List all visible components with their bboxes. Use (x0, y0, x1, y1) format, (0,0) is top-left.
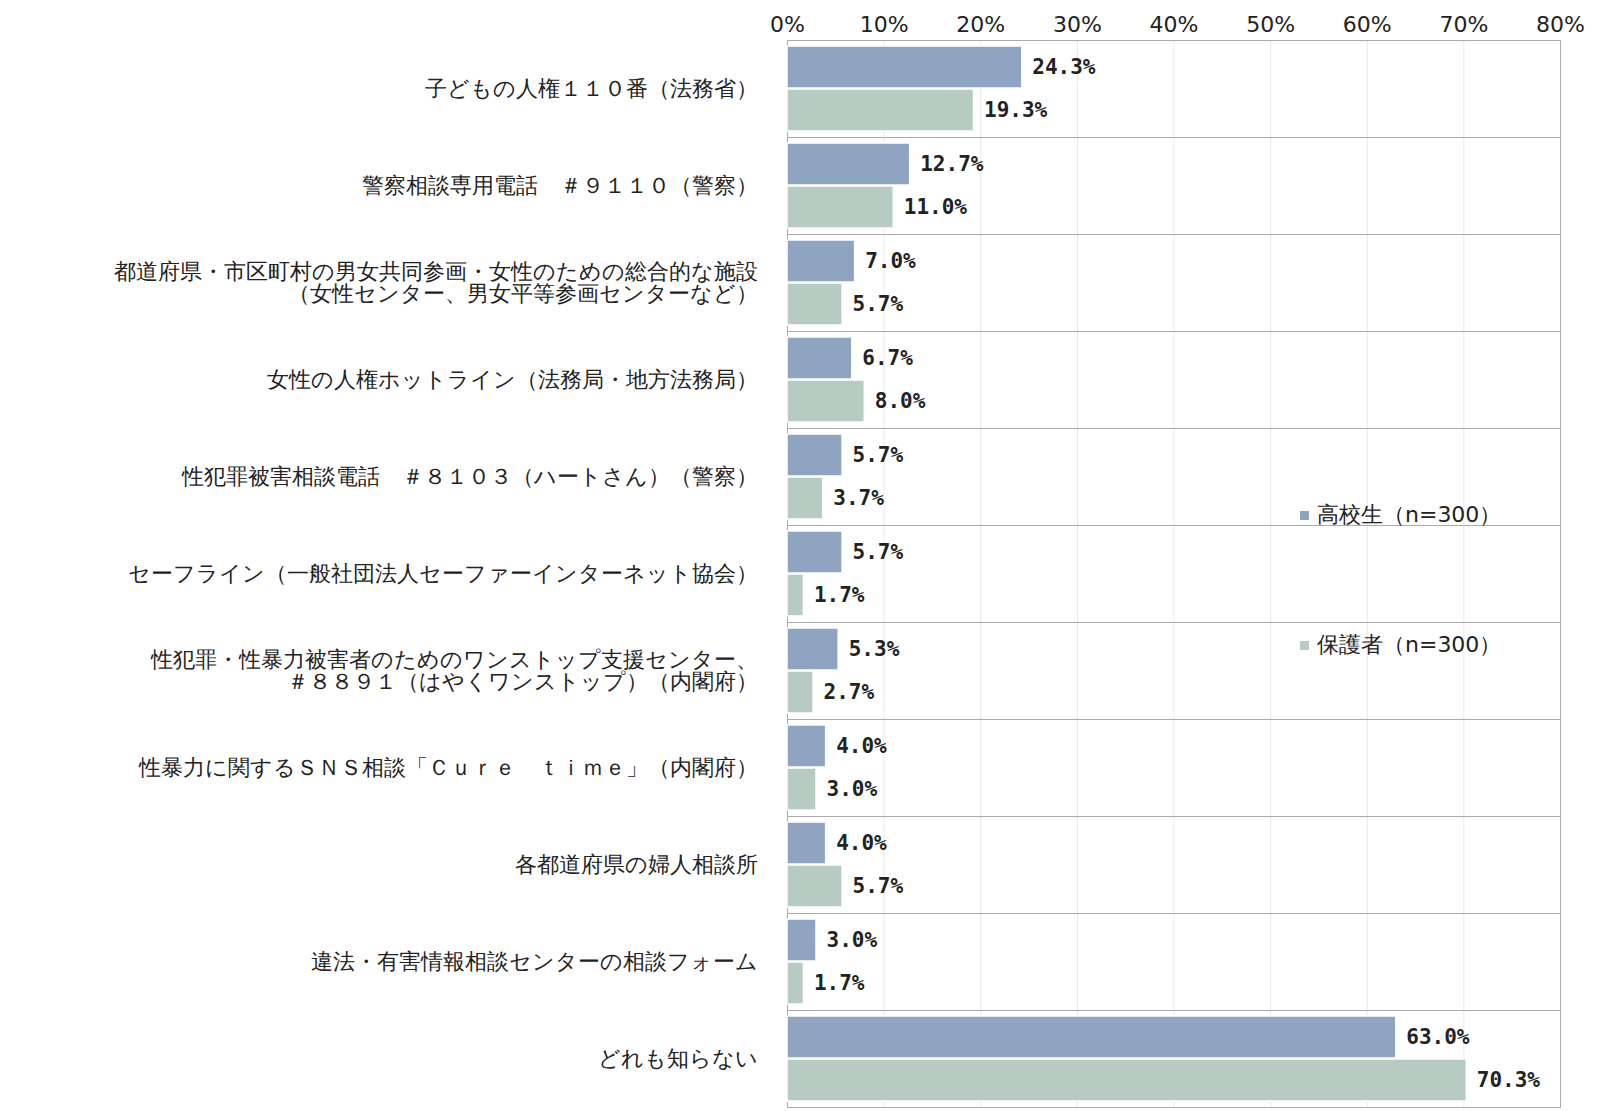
svg-text:各都道府県の婦人相談所: 各都道府県の婦人相談所 (515, 852, 758, 877)
svg-text:4.0%: 4.0% (836, 831, 887, 855)
svg-text:子どもの人権１１０番（法務省）: 子どもの人権１１０番（法務省） (425, 76, 758, 101)
svg-text:30%: 30% (1053, 12, 1102, 37)
svg-text:2.7%: 2.7% (824, 680, 875, 704)
svg-text:1.7%: 1.7% (814, 971, 865, 995)
svg-text:都道府県・市区町村の男女共同参画・女性のための総合的な施設（: 都道府県・市区町村の男女共同参画・女性のための総合的な施設（女性センター、男女平… (114, 259, 758, 306)
svg-text:19.3%: 19.3% (984, 98, 1048, 122)
svg-text:5.7%: 5.7% (853, 292, 904, 316)
svg-text:8.0%: 8.0% (875, 389, 926, 413)
html-text:保護者（n=300）: 保護者（n=300） (1317, 632, 1502, 657)
svg-text:40%: 40% (1150, 12, 1199, 37)
svg-text:63.0%: 63.0% (1406, 1025, 1470, 1049)
svg-text:5.7%: 5.7% (853, 874, 904, 898)
svg-text:5.7%: 5.7% (853, 540, 904, 564)
svg-text:10%: 10% (860, 12, 909, 37)
svg-text:違法・有害情報相談センターの相談フォーム: 違法・有害情報相談センターの相談フォーム (311, 949, 758, 974)
svg-text:3.0%: 3.0% (826, 777, 877, 801)
svg-text:どれも知らない: どれも知らない (598, 1046, 758, 1071)
svg-text:11.0%: 11.0% (904, 195, 968, 219)
svg-text:性犯罪被害相談電話 ＃８１０３（ハートさん）（警察）: 性犯罪被害相談電話 ＃８１０３（ハートさん）（警察） (181, 464, 758, 489)
svg-text:70.3%: 70.3% (1477, 1068, 1541, 1092)
svg-text:60%: 60% (1343, 12, 1392, 37)
svg-text:性暴力に関するＳＮＳ相談「Ｃｕｒｅ ｔｉｍｅ」（内閣府）: 性暴力に関するＳＮＳ相談「Ｃｕｒｅ ｔｉｍｅ」（内閣府） (138, 755, 758, 780)
svg-text:性犯罪・性暴力被害者のためのワンストップ支援センター、＃８８: 性犯罪・性暴力被害者のためのワンストップ支援センター、＃８８９１（はやくワンスト… (150, 647, 758, 694)
svg-text:0%: 0% (770, 12, 805, 37)
svg-text:7.0%: 7.0% (865, 249, 916, 273)
svg-text:5.7%: 5.7% (853, 443, 904, 467)
svg-text:24.3%: 24.3% (1032, 55, 1096, 79)
svg-text:70%: 70% (1439, 12, 1488, 37)
svg-text:50%: 50% (1246, 12, 1295, 37)
svg-text:80%: 80% (1536, 12, 1585, 37)
svg-text:3.7%: 3.7% (833, 486, 884, 510)
svg-text:6.7%: 6.7% (862, 346, 913, 370)
svg-text:女性の人権ホットライン（法務局・地方法務局）: 女性の人権ホットライン（法務局・地方法務局） (267, 367, 758, 392)
svg-text:警察相談専用電話 ＃９１１０（警察）: 警察相談専用電話 ＃９１１０（警察） (362, 173, 758, 198)
svg-text:3.0%: 3.0% (826, 928, 877, 952)
svg-text:4.0%: 4.0% (836, 734, 887, 758)
html-text:高校生（n=300）: 高校生（n=300） (1317, 502, 1502, 527)
svg-text:1.7%: 1.7% (814, 583, 865, 607)
svg-text:セーフライン（一般社団法人セーファーインターネット協会）: セーフライン（一般社団法人セーファーインターネット協会） (128, 561, 758, 586)
svg-text:12.7%: 12.7% (920, 152, 984, 176)
svg-text:20%: 20% (956, 12, 1005, 37)
svg-text:5.3%: 5.3% (849, 637, 900, 661)
